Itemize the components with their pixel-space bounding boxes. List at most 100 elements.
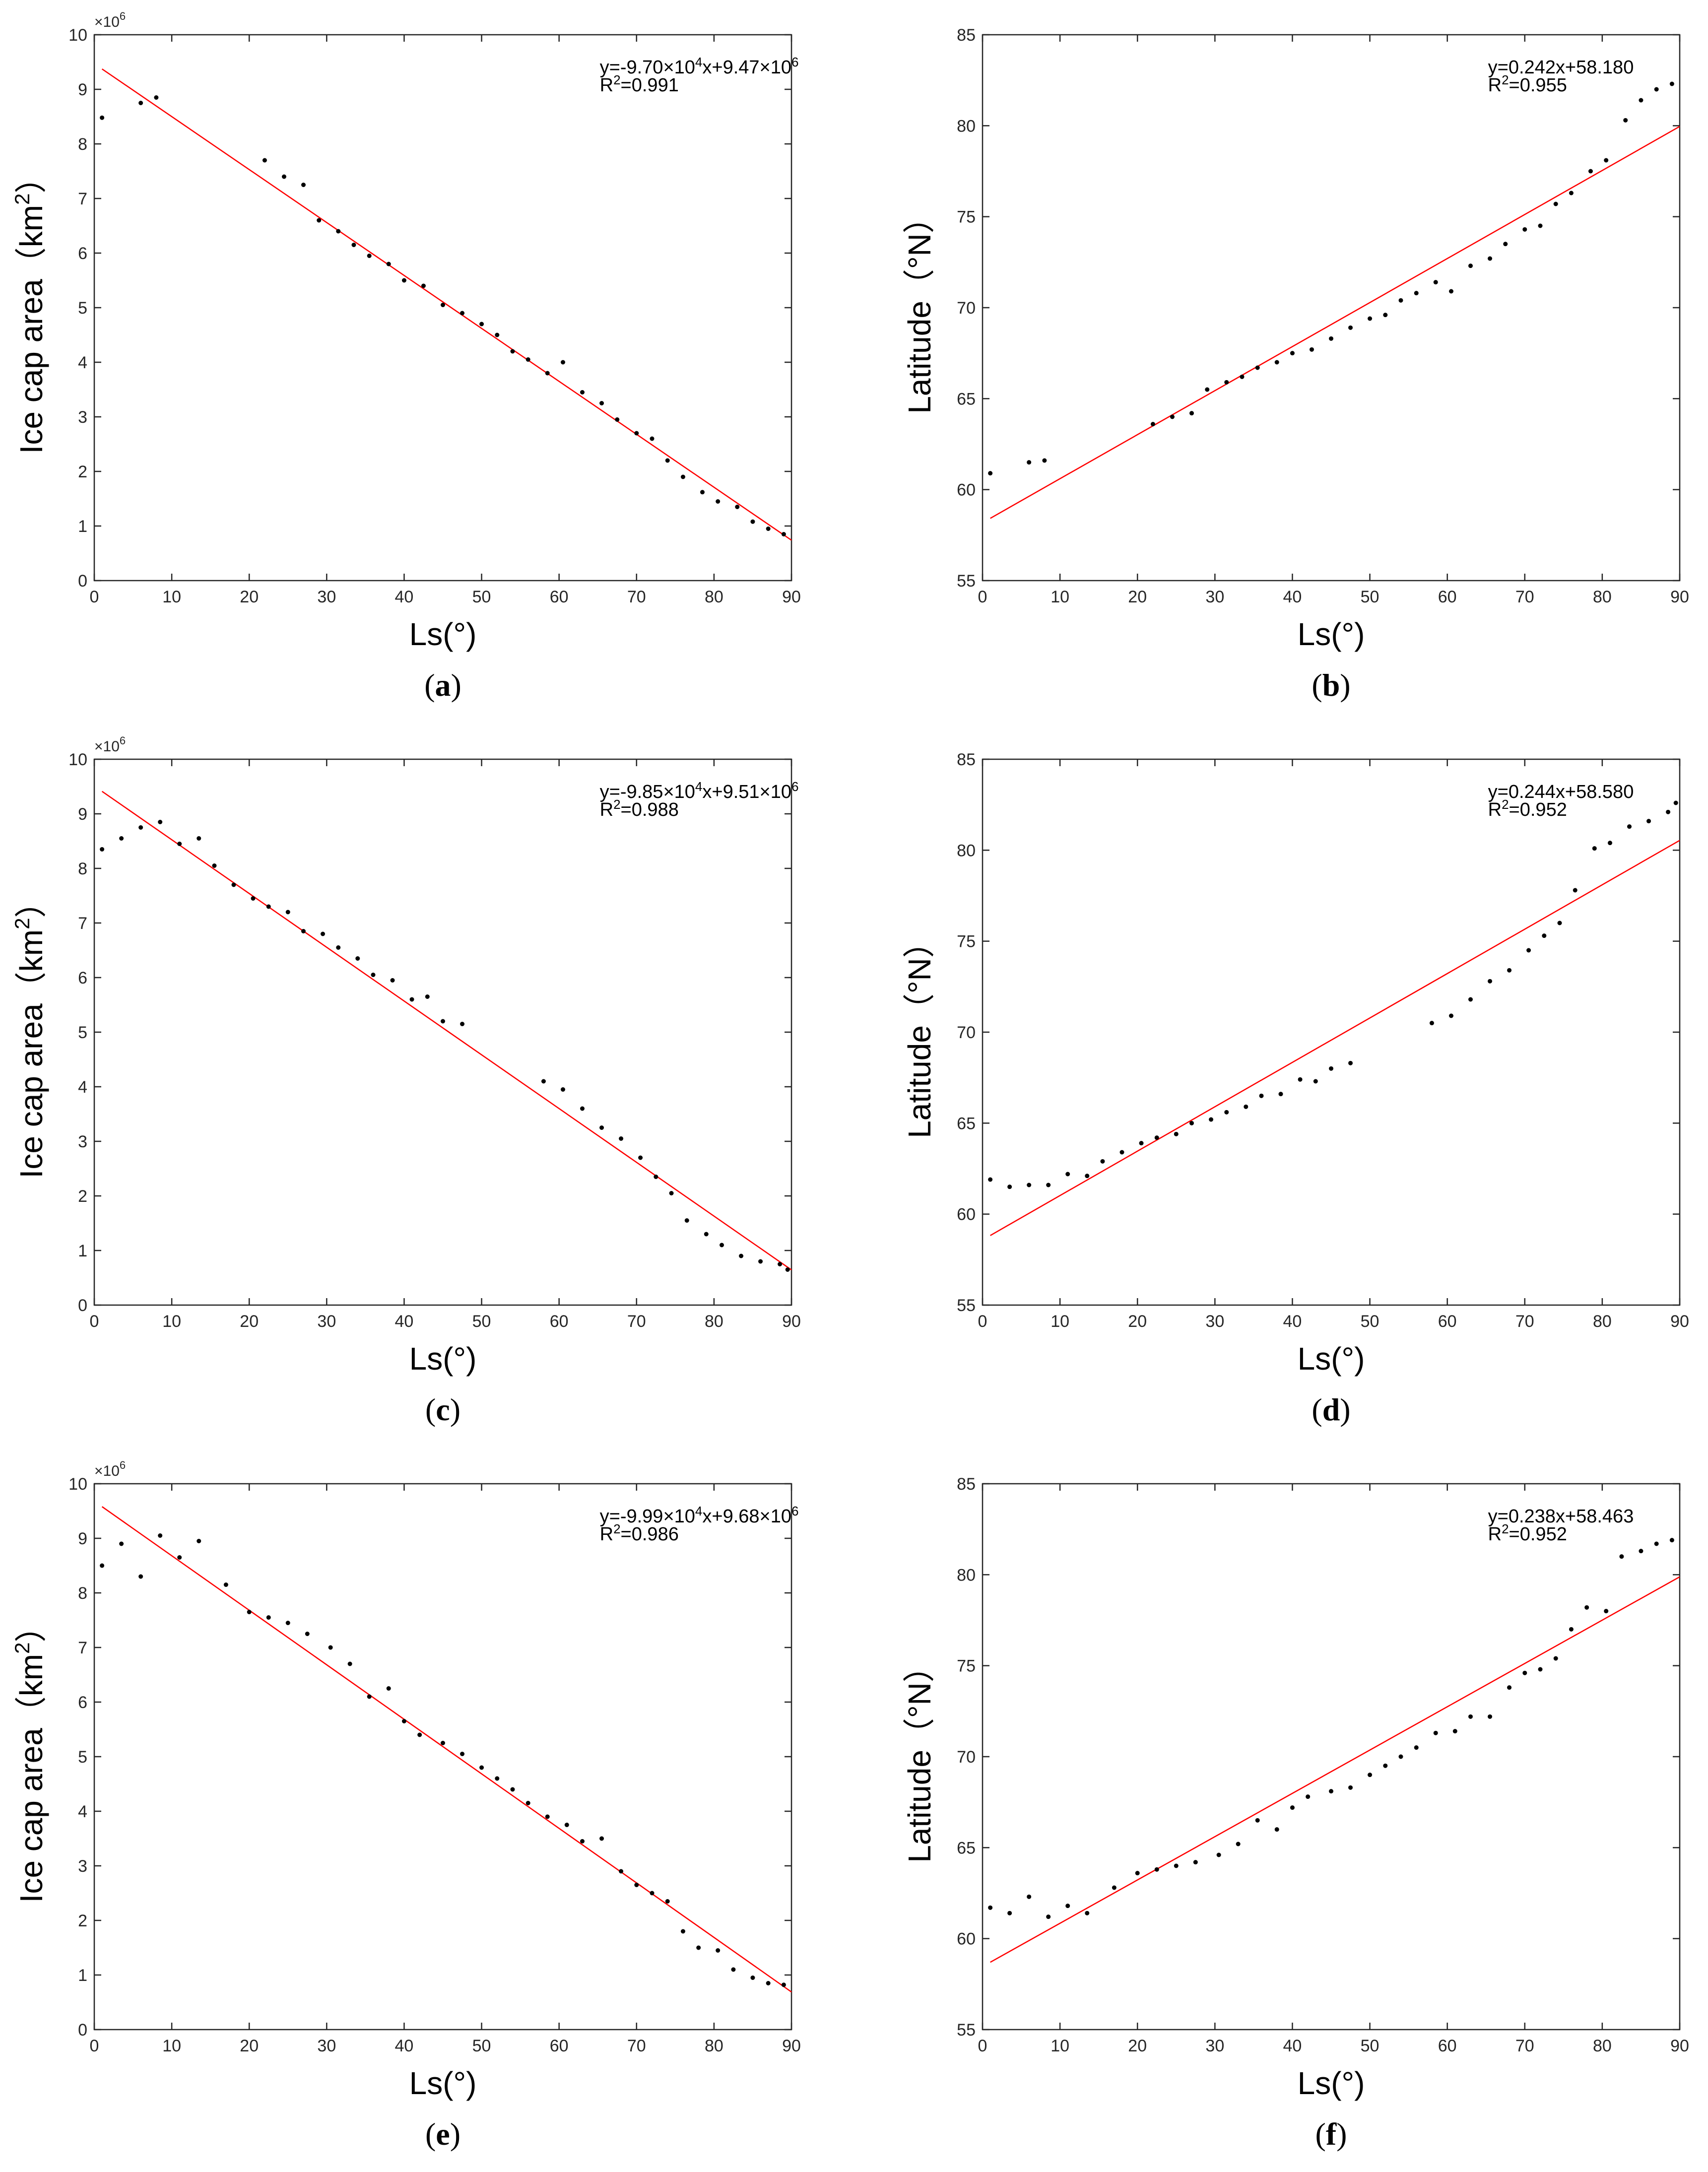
data-point-f (1306, 1794, 1311, 1799)
data-point-d (1046, 1183, 1051, 1187)
data-point-d (1348, 1060, 1353, 1065)
data-point-f (1112, 1885, 1117, 1890)
y-axis-label-b: Latitude（°N） (902, 201, 937, 414)
data-point-b (1309, 347, 1314, 352)
multiplier-base: ×10 (94, 738, 120, 755)
data-point-f (1639, 1549, 1643, 1554)
data-point-b (1654, 87, 1659, 92)
caption-letter: e (436, 2116, 450, 2152)
data-point-f (1468, 1714, 1473, 1719)
data-point-e (441, 1741, 445, 1745)
multiplier-exp: 6 (120, 10, 126, 22)
x-tick-label-e: 70 (627, 2037, 646, 2055)
y-multiplier-a: ×106 (94, 10, 126, 30)
y-tick-label-c: 9 (78, 805, 87, 824)
ylabel-sup: 2 (10, 1643, 34, 1654)
y-tick-label-f: 70 (957, 1748, 976, 1767)
data-point-d (1007, 1185, 1012, 1189)
y-tick-label-a: 7 (78, 190, 87, 208)
y-tick-label-b: 55 (957, 572, 976, 591)
r2-part: R (600, 799, 613, 820)
data-point-a (735, 505, 740, 509)
y-tick-label-d: 85 (957, 750, 976, 769)
fit-equation-d: y=0.244x+58.580 (1488, 782, 1634, 802)
x-tick-label-c: 20 (240, 1312, 259, 1331)
r-squared-e: R2=0.986 (600, 1521, 679, 1545)
x-tick-label-d: 0 (978, 1312, 987, 1331)
data-point-f (1619, 1554, 1624, 1559)
data-point-b (1042, 458, 1047, 463)
data-point-d (1085, 1174, 1090, 1179)
y-axis-label-f: Latitude（°N） (902, 1650, 937, 1863)
data-point-c (669, 1191, 674, 1195)
y-tick-label-e: 1 (78, 1966, 87, 1985)
plot-area-f (982, 1483, 1681, 2031)
x-tick-label-a: 80 (705, 588, 723, 606)
y-tick-label-e: 10 (68, 1475, 87, 1494)
data-point-f (1398, 1754, 1403, 1759)
y-tick-label-c: 0 (78, 1296, 87, 1315)
fit-line-c (101, 790, 792, 1271)
x-axis-label-a: Ls(°) (409, 616, 477, 652)
x-axis-label-e: Ls(°) (409, 2065, 477, 2101)
fit-line-a (101, 68, 792, 541)
eq-part: 10 (674, 57, 695, 78)
data-point-d (1119, 1150, 1124, 1155)
fit-equation-f: y=0.238x+58.463 (1488, 1506, 1634, 1527)
y-tick-label-a: 8 (78, 135, 87, 154)
data-point-e (619, 1869, 624, 1874)
y-tick-label-e: 9 (78, 1529, 87, 1548)
r2-part: R (1488, 1524, 1502, 1545)
x-tick-label-f: 0 (978, 2037, 987, 2055)
y-axis-label-c: Ice cap area（km2） (10, 886, 49, 1179)
data-point-e (634, 1883, 639, 1887)
ylabel-end: ） (13, 162, 49, 194)
data-point-c (654, 1175, 658, 1179)
multiplier-base: ×10 (94, 14, 120, 30)
x-tick-label-d: 60 (1438, 1312, 1457, 1331)
x-tick-label-a: 70 (627, 588, 646, 606)
data-point-d (1154, 1135, 1159, 1140)
data-point-c (704, 1232, 709, 1237)
x-tick-label-f: 10 (1051, 2037, 1069, 2055)
x-tick-label-d: 80 (1593, 1312, 1612, 1331)
data-point-e (766, 1981, 771, 1985)
data-point-a (716, 499, 721, 504)
data-point-c (321, 931, 326, 936)
x-tick-label-f: 80 (1593, 2037, 1612, 2055)
data-point-a (580, 390, 585, 395)
data-point-a (495, 332, 500, 337)
data-point-b (1433, 280, 1438, 285)
data-point-c (778, 1262, 783, 1266)
data-point-d (1468, 997, 1473, 1002)
panel-caption-d: (d) (1312, 1392, 1350, 1427)
eq-sup: 6 (791, 779, 798, 794)
plot-area-b (982, 34, 1681, 582)
data-point-c (560, 1087, 565, 1092)
data-point-e (266, 1615, 271, 1620)
data-point-b (1224, 380, 1229, 385)
data-point-e (328, 1645, 333, 1650)
data-point-b (1503, 242, 1508, 247)
fit-line-d (989, 840, 1680, 1236)
data-point-f (1368, 1773, 1373, 1777)
data-point-e (564, 1823, 569, 1827)
panel-caption-c: (c) (425, 1392, 460, 1427)
x-tick-label-f: 70 (1515, 2037, 1534, 2055)
data-point-b (1588, 169, 1593, 174)
x-tick-label-a: 10 (162, 588, 181, 606)
data-point-c (231, 882, 236, 887)
data-point-b (1553, 201, 1558, 206)
data-point-d (1329, 1066, 1333, 1071)
data-point-a (351, 243, 356, 247)
data-point-b (1189, 411, 1194, 416)
x-tick-label-b: 70 (1515, 588, 1534, 606)
eq-part: × (760, 1506, 771, 1527)
data-point-d (1592, 846, 1597, 851)
fit-equation-e: y=-9.99×104x+9.68×106 (600, 1504, 799, 1527)
x-tick-label-a: 20 (240, 588, 259, 606)
r2-part: R (600, 1524, 613, 1545)
r2-sup: 2 (1502, 72, 1509, 87)
data-point-d (1627, 824, 1632, 829)
data-point-b (1368, 316, 1373, 321)
